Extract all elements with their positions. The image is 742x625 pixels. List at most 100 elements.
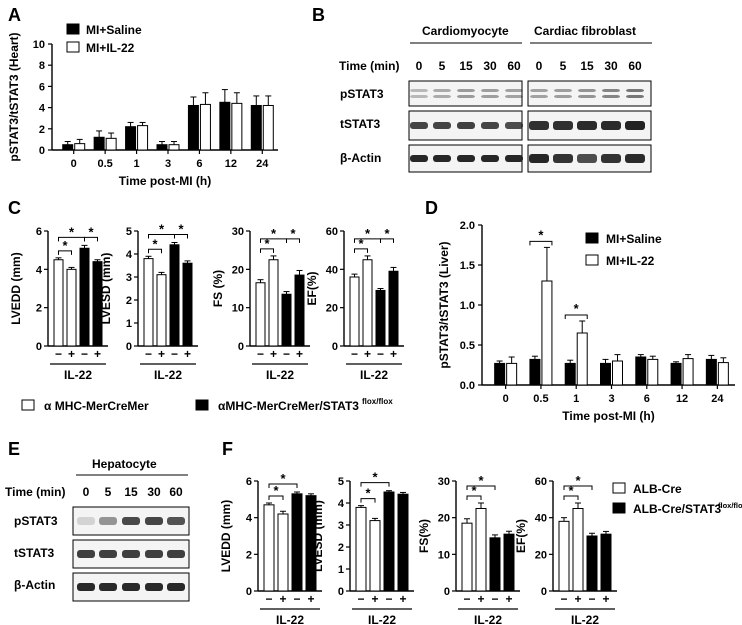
y-tick-label: 2 xyxy=(36,303,42,315)
bar xyxy=(670,362,682,386)
y-axis-title: EF(%) xyxy=(305,272,319,306)
il22-label: IL-22 xyxy=(266,368,294,382)
il22-sign: + xyxy=(505,592,512,606)
panel-letter-e: E xyxy=(8,439,20,459)
bar xyxy=(564,362,576,386)
x-tick-label: 0.5 xyxy=(533,393,548,405)
legend-a-swatch-saline xyxy=(66,23,80,35)
blot-band xyxy=(410,89,428,92)
x-tick-label: 24 xyxy=(711,393,724,405)
il22-sign: + xyxy=(296,347,303,361)
y-tick-label: 0 xyxy=(338,586,344,598)
blot-band xyxy=(145,517,163,525)
blot-band xyxy=(433,155,451,162)
significance-star: * xyxy=(69,224,75,239)
blot-b-header-cardiomyocyte: Cardiomyocyte xyxy=(422,24,509,38)
blot-band xyxy=(577,121,597,130)
significance-bracket xyxy=(360,482,390,487)
blot-band xyxy=(433,89,451,92)
blot-band xyxy=(457,155,475,162)
blot-band xyxy=(77,550,95,558)
blot-band xyxy=(457,122,475,129)
blot-band xyxy=(505,155,523,162)
legend-d-label-il22: MI+IL-22 xyxy=(606,254,655,268)
y-tick-label: 10 xyxy=(33,39,45,51)
blot-band xyxy=(626,89,644,92)
legend-f-label-albcre: ALB-Cre xyxy=(633,482,682,496)
il22-sign: + xyxy=(94,347,101,361)
bar xyxy=(647,358,659,386)
blot-band xyxy=(167,517,185,525)
significance-bracket xyxy=(564,314,588,319)
legend-f-swatch-stat3 xyxy=(612,502,626,514)
il22-sign: + xyxy=(602,592,609,606)
y-tick-label: 1.5 xyxy=(460,260,475,272)
bar xyxy=(255,282,266,347)
blot-band xyxy=(410,95,428,98)
il22-label: IL-22 xyxy=(474,613,502,625)
legend-c-label-stat3: αMHC-MerCreMer/STAT3 xyxy=(218,399,359,413)
x-tick-label: 3 xyxy=(165,158,171,170)
blot-e: Hepatocyte Time (min) 0 5 15 30 60 pSTAT3 tS… xyxy=(5,457,190,602)
y-tick-label: 1 xyxy=(126,318,132,330)
y-tick-label: 20 xyxy=(232,264,244,276)
legend-d-swatch-il22 xyxy=(585,254,599,266)
bar xyxy=(250,104,262,151)
blot-band xyxy=(457,89,475,92)
significance-star: * xyxy=(575,473,581,488)
bar xyxy=(600,533,612,592)
il22-sign: − xyxy=(265,592,272,606)
blot-band xyxy=(554,95,572,98)
significance-star: * xyxy=(568,483,574,498)
x-tick-label: 0 xyxy=(71,158,77,170)
blot-band xyxy=(481,95,499,98)
blot-e-time-labels: 0 5 15 30 60 xyxy=(83,485,183,499)
bar xyxy=(503,533,515,592)
y-tick-label: 60 xyxy=(326,226,338,238)
blot-band xyxy=(529,121,549,130)
y-tick-label: 0.0 xyxy=(460,380,475,392)
blot-e-time-label: Time (min) xyxy=(5,485,65,499)
significance-bracket xyxy=(84,236,98,242)
y-tick-label: 20 xyxy=(438,513,450,525)
blot-band xyxy=(577,154,597,163)
blot-b-time-label: 5 xyxy=(560,59,567,73)
y-tick-label: 60 xyxy=(535,476,547,488)
blot-band xyxy=(410,155,428,162)
bar xyxy=(74,143,86,151)
blot-band xyxy=(601,121,621,130)
bar xyxy=(586,535,598,592)
blot-band xyxy=(602,95,620,98)
y-tick-label: 20 xyxy=(535,549,547,561)
blot-band xyxy=(77,517,95,525)
significance-bracket xyxy=(174,234,188,239)
x-tick-label: 3 xyxy=(608,393,614,405)
blot-band xyxy=(122,517,140,525)
bar xyxy=(219,101,231,151)
blot-b-time-label: 0 xyxy=(536,59,543,73)
bar xyxy=(506,362,518,386)
legend-f: ALB-Cre ALB-Cre/STAT3 flox/flox xyxy=(612,482,742,516)
bar xyxy=(62,144,74,151)
bar xyxy=(383,491,395,592)
legend-a-label-il22: MI+IL-22 xyxy=(86,41,135,55)
significance-bracket xyxy=(380,238,394,243)
bar xyxy=(156,144,168,151)
y-tick-label: 4 xyxy=(338,498,345,510)
blot-band xyxy=(77,583,95,591)
blot-band xyxy=(505,95,523,98)
il22-sign: + xyxy=(399,592,406,606)
il22-sign: − xyxy=(385,592,392,606)
y-tick-label: 4 xyxy=(36,264,43,276)
blot-band xyxy=(625,154,645,163)
blot-band xyxy=(433,122,451,129)
blot-band xyxy=(625,121,645,130)
y-tick-label: 0 xyxy=(332,341,338,353)
il22-sign: − xyxy=(145,347,152,361)
blot-band xyxy=(145,550,163,558)
blot-band xyxy=(529,154,549,163)
